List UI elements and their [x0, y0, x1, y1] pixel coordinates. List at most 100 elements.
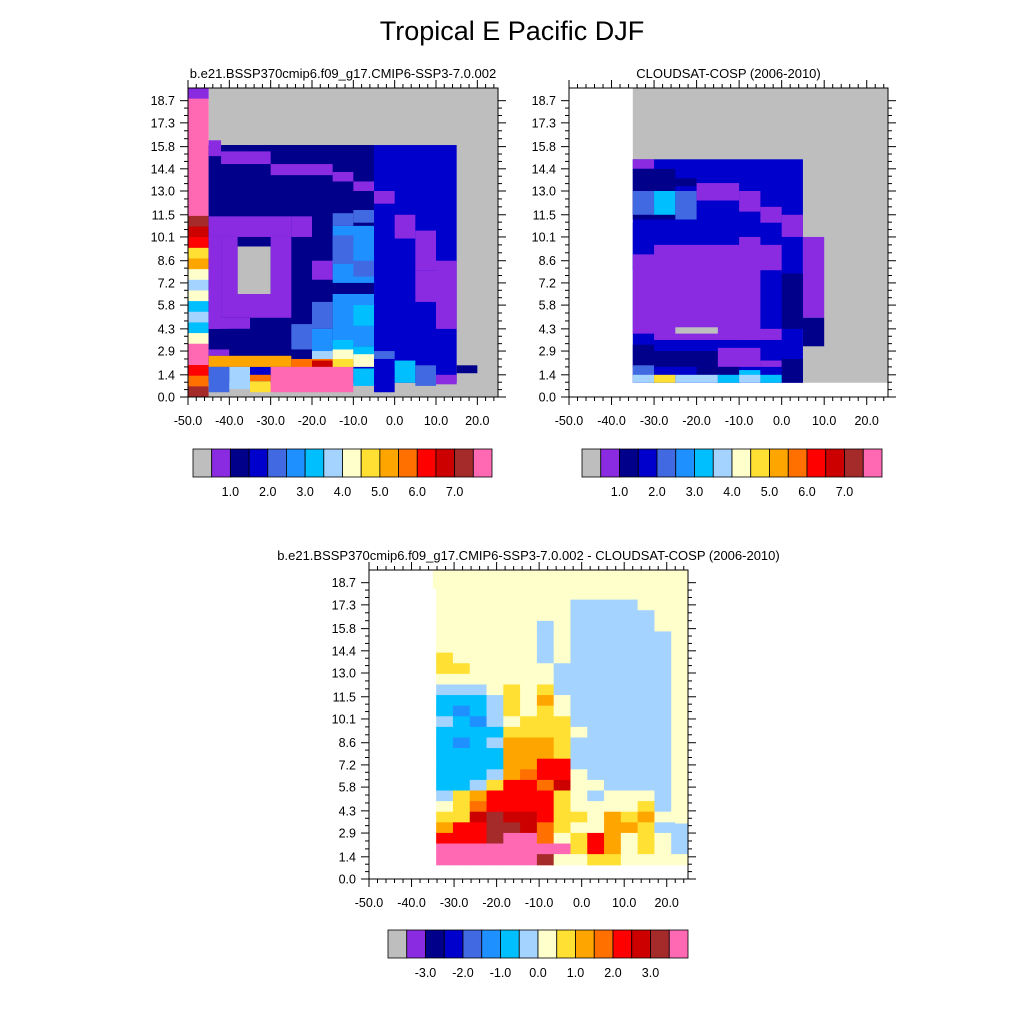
y-tick-label: 18.7 [332, 576, 356, 590]
heatmap-cell [637, 716, 656, 728]
heatmap-cell [469, 599, 488, 611]
colorbar-swatch [650, 929, 670, 959]
colorbar-swatch [806, 448, 827, 478]
heatmap-cell [503, 610, 521, 622]
y-tick-label: 15.8 [332, 622, 356, 636]
heatmap-cell [312, 286, 333, 302]
heatmap-cell [553, 642, 572, 654]
heatmap-cell [520, 599, 538, 611]
heatmap-cell [637, 620, 656, 633]
heatmap-cell [374, 191, 395, 204]
heatmap-cell [520, 843, 538, 855]
colorbar-swatch [462, 929, 483, 959]
heatmap-cell [486, 843, 504, 855]
x-tick-label: -40.0 [215, 414, 244, 428]
heatmap-cell [436, 610, 454, 622]
heatmap-cell [654, 589, 672, 601]
heatmap-cell [536, 620, 555, 633]
heatmap-cell [654, 599, 672, 611]
colorbar-swatch [575, 929, 595, 959]
heatmap-cell [620, 822, 639, 834]
heatmap-cells [632, 88, 888, 397]
heatmap-cell [553, 705, 572, 717]
heatmap-cell [188, 333, 209, 345]
y-tick-label: 2.9 [539, 345, 556, 359]
heatmap-cell [469, 832, 488, 845]
heatmap-cell [452, 737, 471, 749]
heatmap-cell [353, 354, 374, 367]
heatmap-cell [587, 642, 605, 654]
heatmap-cell [604, 822, 622, 834]
colorbar-label: 3.0 [296, 485, 313, 499]
heatmap-cell [208, 216, 292, 237]
heatmap-cell [188, 226, 209, 238]
heatmap-cell [654, 748, 672, 760]
heatmap-cell [553, 652, 572, 664]
heatmap-cell [536, 737, 555, 749]
colorbar-swatch [481, 929, 501, 959]
heatmap-cell [520, 663, 538, 675]
heatmap-cell [486, 705, 504, 717]
y-tick-label: 14.4 [532, 162, 556, 176]
heatmap-cell [696, 366, 740, 375]
x-tick-label: -20.0 [482, 896, 511, 910]
heatmap-cell [553, 726, 572, 739]
heatmap-cell [536, 790, 555, 802]
heatmap-cell [353, 181, 374, 191]
colorbar-swatch [769, 448, 789, 478]
heatmap-cell [486, 769, 504, 781]
heatmap-cell [620, 843, 639, 855]
colorbar-label: 0.0 [529, 966, 546, 980]
heatmap-cell [553, 758, 572, 770]
page-title: Tropical E Pacific DJF [379, 16, 645, 46]
heatmap-cell [503, 695, 521, 707]
heatmap-cell [188, 194, 209, 206]
heatmap-cell [671, 854, 689, 866]
heatmap-cell [536, 769, 555, 781]
x-tick-label: 10.0 [424, 414, 448, 428]
heatmap-cell [250, 374, 271, 382]
colorbar: -3.0 -2.0 -1.0 0.0 1.0 2.0 3.0 [387, 929, 689, 980]
heatmap-cell [604, 673, 622, 686]
heatmap-cell [654, 631, 672, 643]
heatmap-cell [637, 779, 656, 792]
colorbar-swatch [286, 448, 306, 478]
x-tick-label: -30.0 [256, 414, 285, 428]
colorbar-label: -1.0 [490, 966, 512, 980]
colorbar-label: 2.0 [259, 485, 276, 499]
heatmap-cell [536, 832, 555, 845]
heatmap-cell [570, 673, 588, 686]
heatmap-cell [654, 758, 672, 770]
heatmap-cell [620, 620, 639, 633]
heatmap-cell [353, 210, 374, 223]
heatmap-cell [536, 695, 555, 707]
heatmap-cell [587, 790, 605, 802]
heatmap-cell [520, 631, 538, 643]
heatmap-cell [503, 726, 521, 739]
heatmap-cell [188, 141, 209, 153]
y-tick-label: 0.0 [339, 873, 356, 887]
heatmap-cell [208, 355, 292, 367]
heatmap-cell [553, 779, 572, 792]
heatmap-cell [229, 349, 250, 358]
heatmap-cell [536, 631, 555, 643]
heatmap-cell [452, 610, 471, 622]
heatmap-cell [188, 311, 209, 323]
heatmap-cell [312, 351, 333, 363]
heatmap-cell [671, 822, 689, 834]
heatmap-cell [637, 673, 656, 686]
heatmap-cell [188, 237, 209, 249]
heatmap-cell [587, 620, 605, 633]
heatmap-cell [188, 247, 209, 259]
heatmap-cell [452, 589, 471, 601]
heatmap-cell [536, 822, 555, 834]
heatmap-cell [436, 748, 454, 760]
heatmap-cell [469, 758, 488, 770]
heatmap-cell [486, 758, 504, 770]
heatmap-cell [452, 832, 471, 845]
colorbar-swatch [612, 929, 633, 959]
heatmap-cell [208, 366, 230, 393]
heatmap-cell [436, 779, 454, 792]
heatmap-cell [436, 726, 454, 739]
heatmap-cell [536, 779, 555, 792]
